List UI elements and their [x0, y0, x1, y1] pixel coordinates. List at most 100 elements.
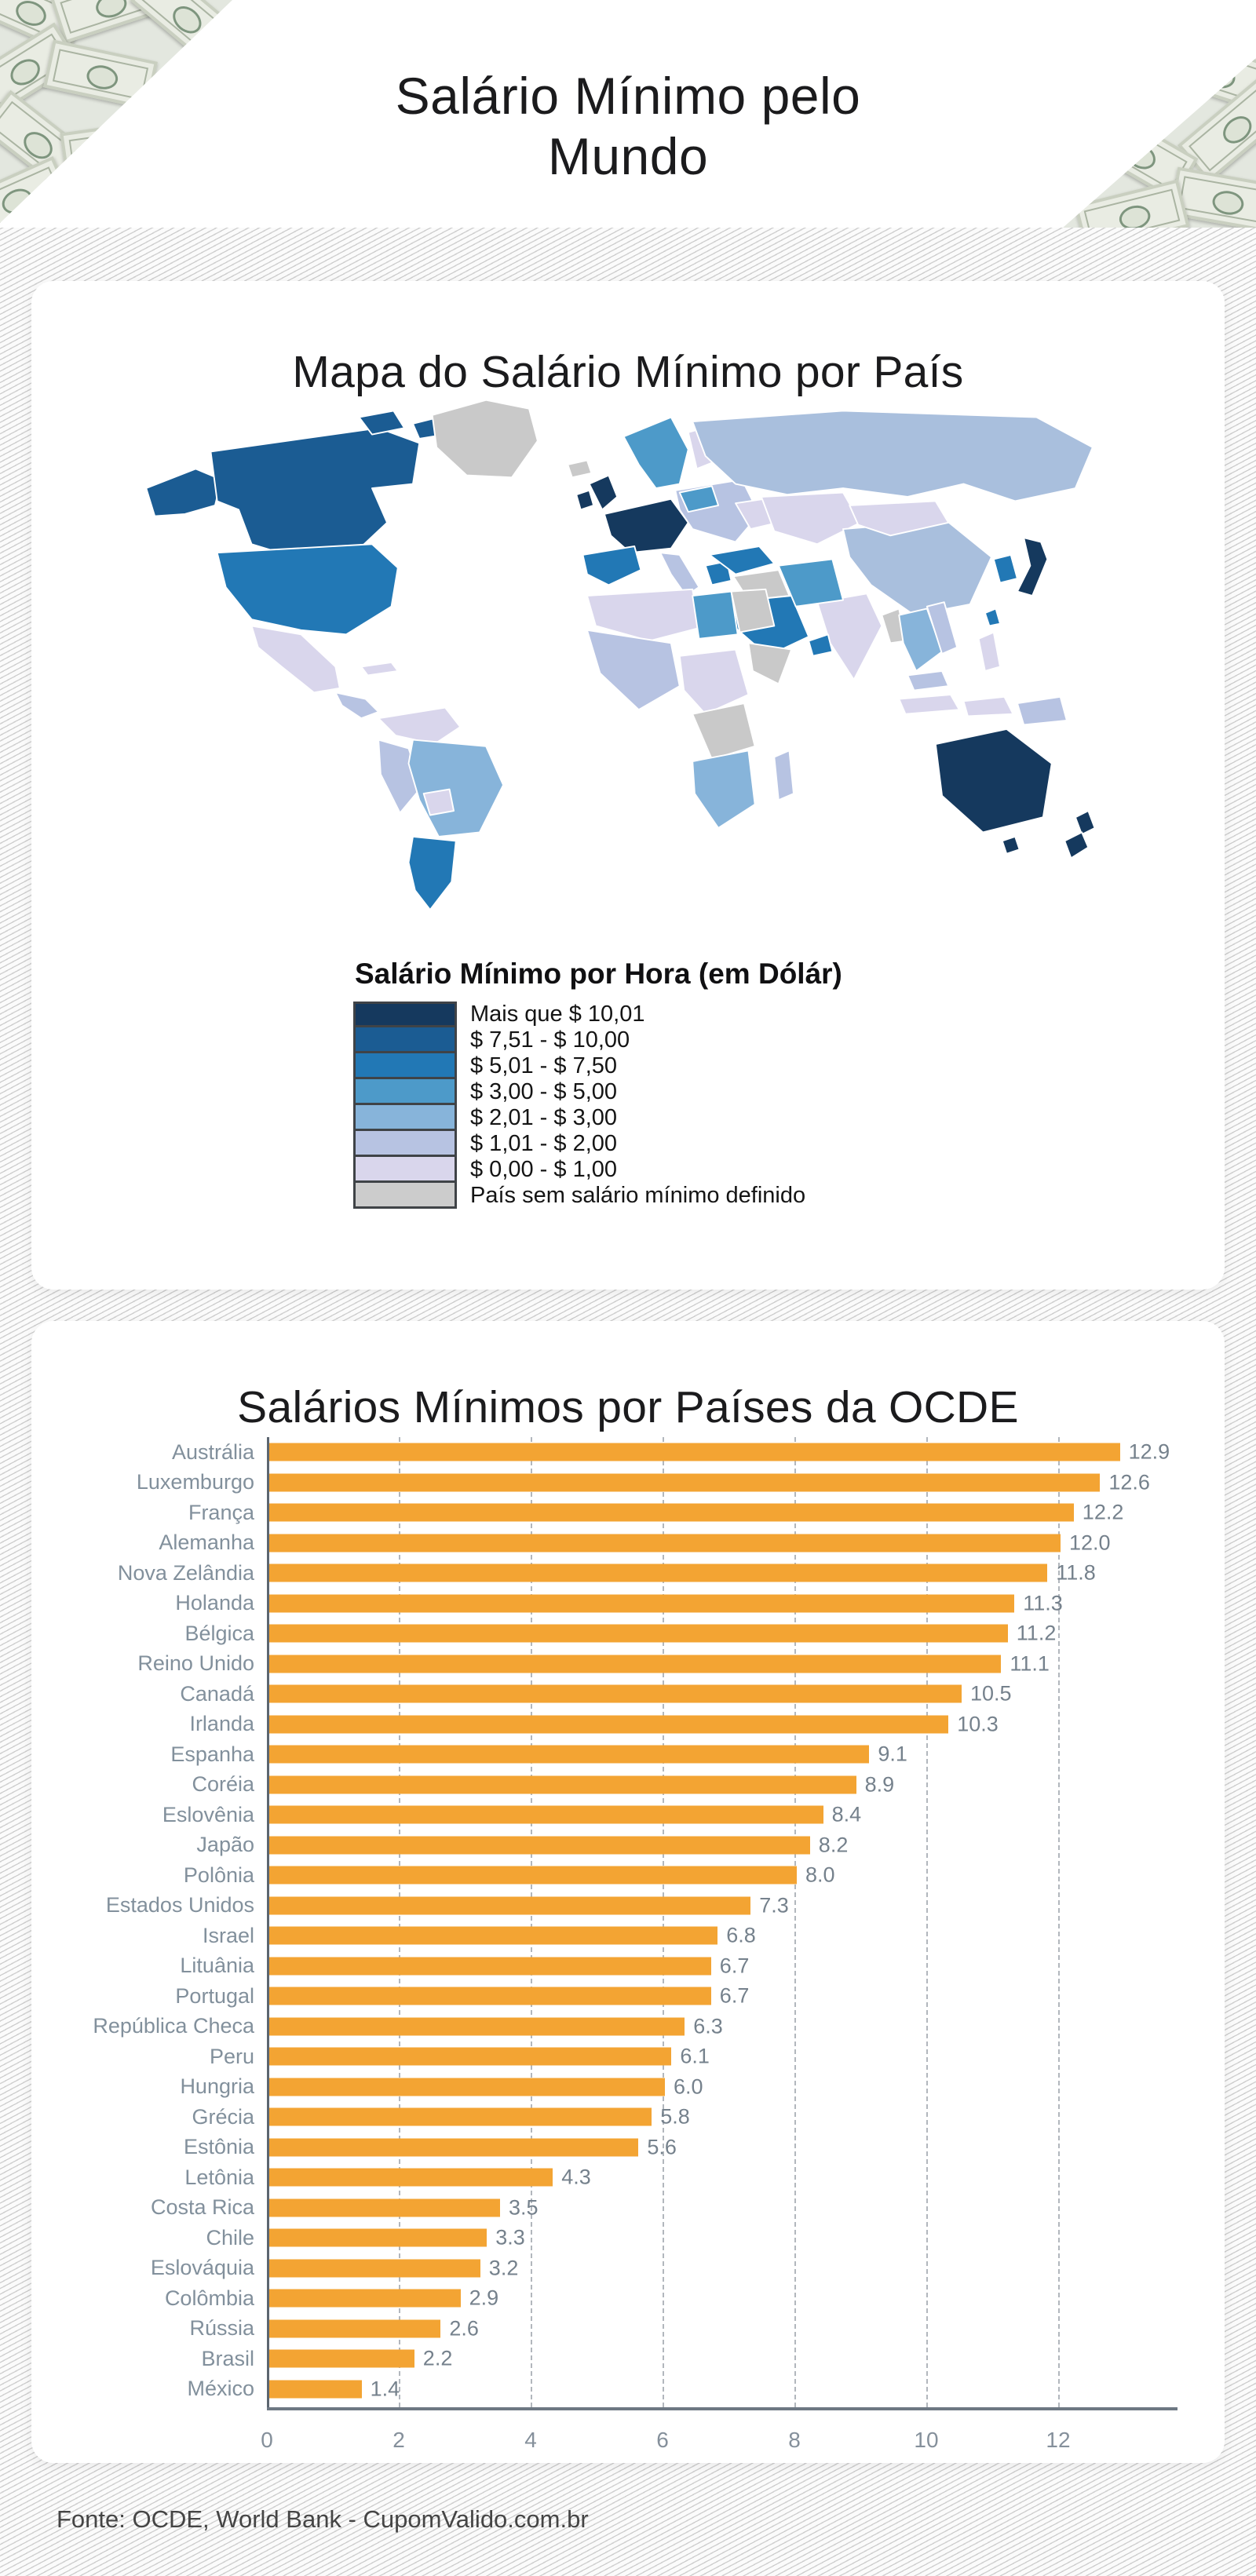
- map-south-korea: [992, 554, 1018, 584]
- bar-row: Colômbia 2.9: [31, 2283, 1225, 2314]
- bar-zone: 6.8: [267, 1921, 1225, 1951]
- legend-label: $ 1,01 - $ 2,00: [470, 1131, 618, 1156]
- map-new-zealand: [1074, 810, 1096, 836]
- gridline: [926, 1437, 928, 2407]
- bar-category-label: Portugal: [175, 1983, 254, 2008]
- legend-swatch: [353, 1103, 457, 1131]
- bar: [269, 1836, 810, 1855]
- map-alaska: [145, 468, 223, 517]
- bar-category-label: Canadá: [180, 1681, 254, 1706]
- bar-row: Reino Unido 11.1: [31, 1649, 1225, 1680]
- legend-row: $ 7,51 - $ 10,00: [353, 1025, 1060, 1053]
- bar-category-label: Alemanha: [159, 1531, 254, 1555]
- bar-zone: 2.2: [267, 2344, 1225, 2374]
- legend-swatch: [353, 1002, 457, 1027]
- map-greenland: [431, 399, 539, 479]
- bar: [269, 2289, 461, 2308]
- bar-value-label: 9.1: [878, 1742, 907, 1766]
- bar-value-label: 6.7: [719, 1983, 750, 2008]
- bar: [269, 1624, 1008, 1643]
- legend-row: $ 5,01 - $ 7,50: [353, 1051, 1060, 1079]
- bar-row: Polônia 8.0: [31, 1860, 1225, 1891]
- world-map-svg: [145, 399, 1096, 911]
- bar-category-label: Letônia: [184, 2165, 254, 2189]
- bar-value-label: 11.3: [1023, 1591, 1063, 1615]
- bar-category-label: Peru: [209, 2044, 254, 2068]
- bar-value-label: 3.5: [509, 2195, 539, 2220]
- legend-label: $ 0,00 - $ 1,00: [470, 1157, 618, 1182]
- bar: [269, 1473, 1101, 1492]
- bar: [269, 2138, 639, 2157]
- bar-zone: 6.3: [267, 2012, 1225, 2042]
- bar: [269, 1655, 1002, 1673]
- chart-x-tick-labels: 0 2 4 6 8 10 12: [261, 2428, 1157, 2459]
- bar-zone: 6.0: [267, 2072, 1225, 2103]
- legend-label: $ 3,00 - $ 5,00: [470, 1079, 618, 1104]
- map-card: Mapa do Salário Mínimo por País: [31, 281, 1225, 1290]
- bar-category-label: Eslováquia: [150, 2256, 254, 2280]
- map-argentina: [407, 835, 457, 911]
- bar-row: República Checa 6.3: [31, 2012, 1225, 2042]
- bar-zone: 6.1: [267, 2041, 1225, 2072]
- bar-zone: 8.9: [267, 1770, 1225, 1801]
- bar-category-label: Japão: [196, 1833, 254, 1857]
- legend-label: $ 2,01 - $ 3,00: [470, 1105, 618, 1130]
- bar-category-label: Lituânia: [180, 1954, 254, 1978]
- bar-value-label: 3.3: [495, 2225, 525, 2249]
- bar-value-label: 1.4: [370, 2377, 400, 2401]
- bar-value-label: 5.8: [660, 2104, 690, 2129]
- bar: [269, 2319, 441, 2338]
- gridline: [531, 1437, 532, 2407]
- bar-category-label: Estados Unidos: [105, 1893, 254, 1917]
- bar-value-label: 12.0: [1069, 1531, 1111, 1555]
- bar-category-label: Estônia: [183, 2135, 254, 2159]
- bar-zone: 11.1: [267, 1649, 1225, 1680]
- bar: [269, 1443, 1120, 1461]
- x-tick-label: 2: [392, 2428, 405, 2452]
- bar-category-label: Luxemburgo: [136, 1470, 254, 1494]
- bar: [269, 2078, 665, 2096]
- page-title: Salário Mínimo pelo Mundo: [395, 67, 861, 186]
- bar-zone: 3.3: [267, 2223, 1225, 2253]
- bar-value-label: 5.6: [647, 2135, 677, 2159]
- bar-zone: 5.8: [267, 2102, 1225, 2133]
- bar-zone: 8.0: [267, 1860, 1225, 1891]
- bar-value-label: 8.9: [864, 1772, 895, 1797]
- bar: [269, 1775, 856, 1794]
- legend-swatch: [353, 1025, 457, 1053]
- bar: [269, 2380, 362, 2399]
- dollar-bills-decoration-right: [1063, 58, 1256, 228]
- source-footer: Fonte: OCDE, World Bank - CupomValido.co…: [57, 2505, 589, 2533]
- bar-category-label: França: [188, 1500, 254, 1524]
- x-tick-label: 6: [656, 2428, 669, 2452]
- bar-category-label: Israel: [202, 1923, 254, 1947]
- bar: [269, 1745, 870, 1764]
- bar-value-label: 6.0: [674, 2074, 703, 2099]
- bar-category-label: Reino Unido: [137, 1651, 254, 1676]
- bar: [269, 2168, 553, 2187]
- bar: [269, 1534, 1061, 1553]
- legend-label: País sem salário mínimo definido: [470, 1183, 806, 1208]
- bar-zone: 11.2: [267, 1618, 1225, 1649]
- legend-label: Mais que $ 10,01: [470, 1002, 645, 1027]
- bar-row: Bélgica 11.2: [31, 1618, 1225, 1649]
- bar-row: Nova Zelândia 11.8: [31, 1558, 1225, 1589]
- bar-row: Letônia 4.3: [31, 2162, 1225, 2193]
- legend-swatch: [353, 1155, 457, 1183]
- world-map: [90, 383, 1166, 925]
- bar: [269, 1715, 949, 1734]
- bar-value-label: 11.1: [1010, 1651, 1050, 1676]
- bar-value-label: 6.1: [680, 2044, 710, 2068]
- x-tick-label: 12: [1046, 2428, 1071, 2452]
- bar: [269, 1957, 711, 1976]
- bar: [269, 1594, 1015, 1613]
- bar-row: Peru 6.1: [31, 2041, 1225, 2072]
- bar-zone: 4.3: [267, 2162, 1225, 2193]
- map-legend: Salário Mínimo por Hora (em Dólár) Mais …: [353, 958, 1060, 1209]
- bar-value-label: 6.3: [693, 2014, 723, 2038]
- map-south-africa: [692, 750, 756, 829]
- bar-row: Brasil 2.2: [31, 2344, 1225, 2374]
- bar-zone: 6.7: [267, 1951, 1225, 1982]
- bar-value-label: 8.4: [831, 1802, 862, 1826]
- bar: [269, 1926, 718, 1945]
